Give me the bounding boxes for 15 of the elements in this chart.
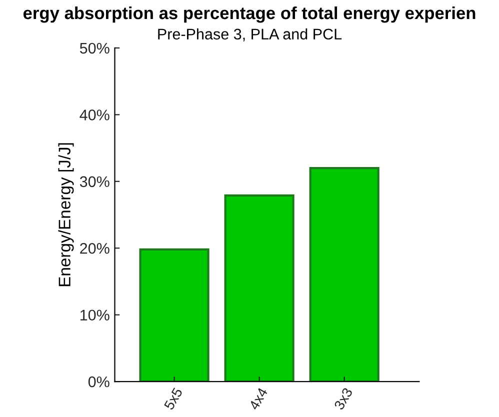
y-tick-label: 0% — [88, 376, 110, 388]
y-tick-label: 50% — [80, 42, 110, 54]
x-tick-label: 4x4 — [248, 387, 268, 411]
y-tick-label: 30% — [80, 176, 110, 188]
y-tick-label: 40% — [80, 110, 110, 120]
y-tick-label: 10% — [80, 310, 110, 321]
x-tick-label: 5x5 — [164, 387, 183, 410]
y-tick-label: 20% — [80, 242, 110, 254]
bar — [139, 248, 210, 382]
x-tick-label: 3x3 — [334, 387, 353, 410]
bar — [224, 194, 294, 382]
y-axis-title: Energy/Energy [J/J] — [58, 143, 74, 286]
chart-subtitle: Pre-Phase 3, PLA and PCL — [158, 28, 342, 42]
chart-title: ergy absorption as percentage of total energy experien — [23, 6, 476, 23]
bar — [309, 167, 380, 382]
